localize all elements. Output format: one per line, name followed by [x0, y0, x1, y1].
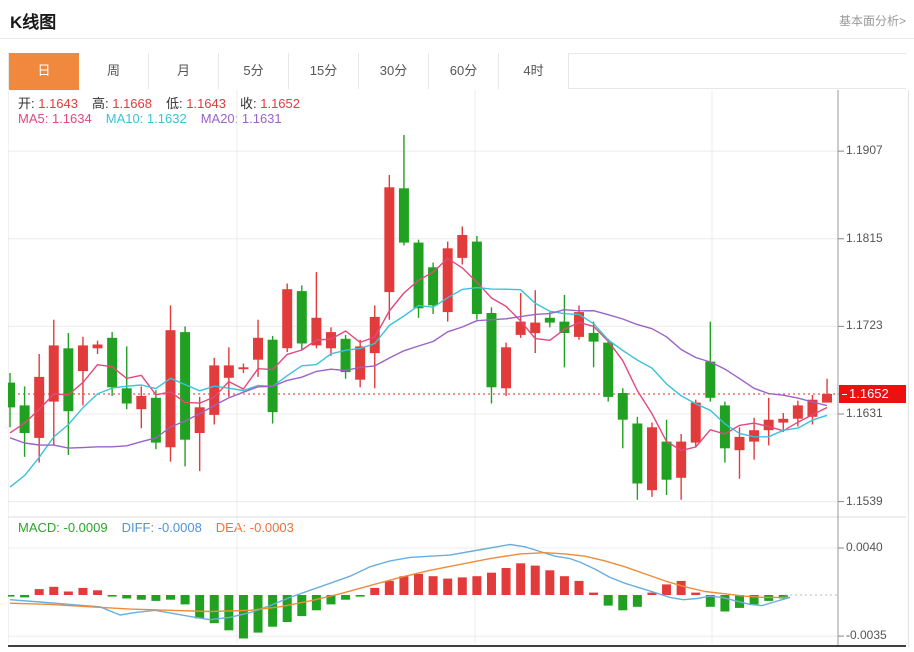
tab-interval-2[interactable]: 周 [79, 53, 149, 89]
price-tick-label: 1.1631 [846, 406, 883, 420]
panel-bottom-border [8, 645, 906, 647]
legend-item: MACD: -0.0009 [18, 520, 108, 535]
price-tick-label: 1.1723 [846, 318, 883, 333]
macd-tick-label: 0.0040 [846, 540, 883, 554]
legend-item: DIFF: -0.0008 [121, 520, 202, 535]
page-title: K线图 [10, 13, 57, 32]
legend-item: MA5: 1.1634 [18, 111, 92, 126]
legend-item: 高: 1.1668 [92, 96, 152, 111]
fundamental-analysis-link[interactable]: 基本面分析> [838, 14, 906, 28]
tab-interval-1[interactable]: 日 [9, 53, 79, 90]
tab-interval-3[interactable]: 月 [149, 53, 219, 89]
interval-tabbar: 日周月 5分 15分 30分 60分 4时 [8, 53, 906, 90]
macd-tick-label: -0.0035 [846, 628, 887, 643]
kline-chart-plot[interactable] [5, 90, 906, 647]
legend-item: 开: 1.1643 [18, 96, 78, 111]
legend-item: MA20: 1.1631 [200, 111, 282, 126]
ma-readout: MA5: 1.1634 MA10: 1.1632 MA20: 1.1631 [18, 111, 296, 126]
legend-item: MA10: 1.1632 [105, 111, 187, 126]
header-divider [0, 38, 914, 39]
tab-interval-7[interactable]: 60分 [429, 53, 499, 89]
tab-interval-6[interactable]: 30分 [359, 53, 429, 89]
legend-item: DEA: -0.0003 [215, 520, 294, 535]
macd-readout: MACD: -0.0009 DIFF: -0.0008 DEA: -0.0003 [18, 520, 308, 535]
kline-chart-svg[interactable] [5, 90, 906, 647]
price-tick-label: 1.1815 [846, 230, 883, 245]
legend-item: 低: 1.1643 [166, 96, 226, 111]
ohlc-readout: 开: 1.1643 高: 1.1668 低: 1.1643 收: 1.1652 [18, 93, 314, 112]
tab-interval-8[interactable]: 4时 [499, 53, 569, 89]
tab-interval-4[interactable]: 5分 [219, 53, 289, 89]
panel-right-border [908, 90, 909, 647]
price-tick-label: 1.1907 [846, 143, 883, 158]
legend-item: 收: 1.1652 [240, 96, 300, 111]
tab-interval-5[interactable]: 15分 [289, 53, 359, 89]
price-tick-label: 1.1539 [846, 493, 883, 508]
current-price-badge: 1.1652 [839, 385, 906, 403]
